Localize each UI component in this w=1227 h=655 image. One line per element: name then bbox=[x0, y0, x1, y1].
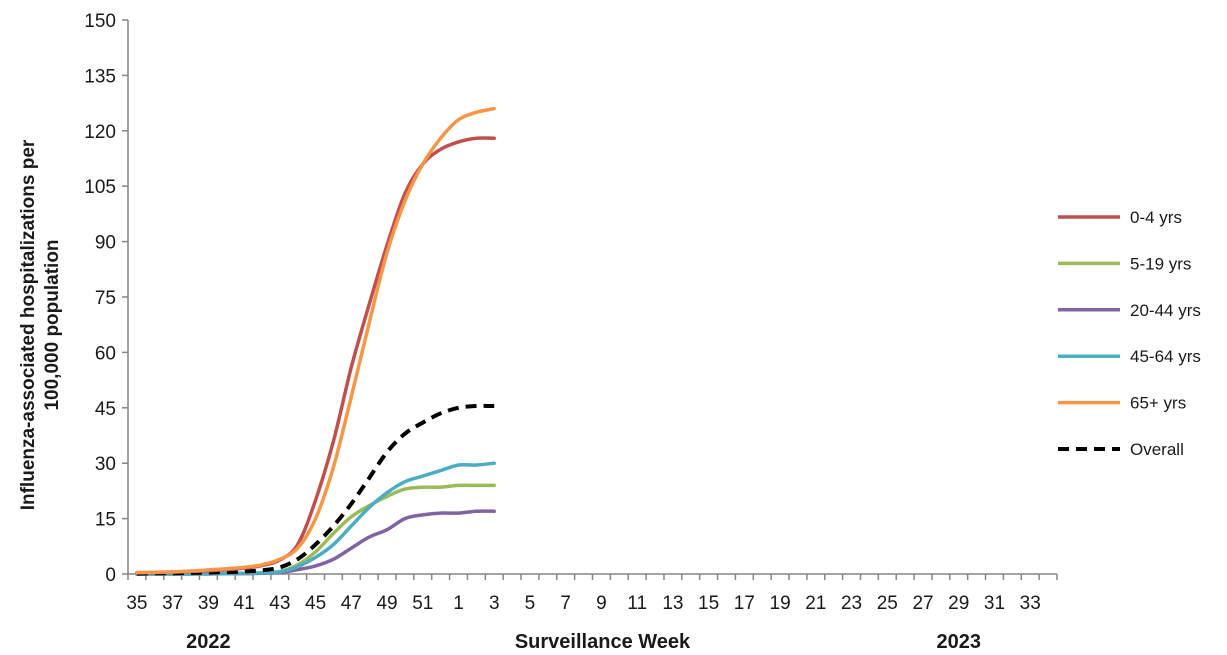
legend-label: Overall bbox=[1130, 440, 1184, 459]
axes bbox=[127, 20, 1057, 575]
legend-label: 5-19 yrs bbox=[1130, 254, 1191, 273]
x-tick-label: 45 bbox=[305, 593, 326, 614]
x-tick-label: 17 bbox=[734, 593, 755, 614]
y-tick-label: 105 bbox=[84, 177, 116, 198]
x-tick-label: 29 bbox=[948, 593, 969, 614]
x-tick-label: 43 bbox=[269, 593, 290, 614]
y-axis-label-line: Influenza-associated hospitalizations pe… bbox=[18, 139, 39, 510]
x-tick-label: 27 bbox=[912, 593, 933, 614]
x-tick-label: 9 bbox=[596, 593, 607, 614]
x-tick-label: 15 bbox=[698, 593, 719, 614]
x-axis-title: Surveillance Week bbox=[515, 631, 691, 653]
x-tick-label: 3 bbox=[489, 593, 500, 614]
y-tick-label: 135 bbox=[84, 66, 116, 87]
x-tick-label: 13 bbox=[662, 593, 683, 614]
x-tick-label: 5 bbox=[525, 593, 536, 614]
x-tick-label: 49 bbox=[376, 593, 397, 614]
x-tick-label: 23 bbox=[841, 593, 862, 614]
series-line-overall bbox=[136, 403, 495, 576]
y-tick-label: 150 bbox=[84, 11, 116, 32]
y-axis-label-line: 100,000 population bbox=[42, 239, 63, 410]
y-tick-label: 15 bbox=[95, 510, 116, 531]
series-line-0-4-yrs bbox=[135, 136, 496, 575]
y-tick-label: 30 bbox=[95, 454, 116, 475]
year-label: 2023 bbox=[936, 631, 981, 653]
x-tick-label: 21 bbox=[805, 593, 826, 614]
series-lines bbox=[135, 106, 496, 576]
x-tick-label: 25 bbox=[877, 593, 898, 614]
x-tick-label: 35 bbox=[126, 593, 147, 614]
x-tick-label: 7 bbox=[560, 593, 571, 614]
legend: 0-4 yrs 5-19 yrs 20-44 yrs 45-64 yrs 65+ yrs… bbox=[1058, 208, 1201, 459]
y-axis-label: Influenza-associated hospitalizations pe… bbox=[18, 139, 63, 510]
y-tick-label: 60 bbox=[95, 343, 116, 364]
y-tick-label: 45 bbox=[95, 399, 116, 420]
x-tick-label: 19 bbox=[770, 593, 791, 614]
y-tick-label: 120 bbox=[84, 122, 116, 143]
x-tick-label: 41 bbox=[234, 593, 255, 614]
year-label: 2022 bbox=[186, 631, 231, 653]
y-tick-label: 75 bbox=[95, 288, 116, 309]
y-tick-label: 90 bbox=[95, 233, 116, 254]
legend-label: 45-64 yrs bbox=[1130, 347, 1201, 366]
x-axis-titles: Surveillance Week 2022 2023 bbox=[186, 631, 981, 653]
x-tick-label: 39 bbox=[198, 593, 219, 614]
x-tick-label: 31 bbox=[984, 593, 1005, 614]
x-axis-ticks: 35 37 39 41 43 45 47 49 51 1 3 5 7 9 11 13 15 17 19 21 23 25 2… bbox=[126, 574, 1058, 614]
legend-label: 0-4 yrs bbox=[1130, 208, 1182, 227]
x-tick-label: 11 bbox=[627, 593, 647, 614]
x-tick-label: 33 bbox=[1020, 593, 1041, 614]
x-tick-label: 37 bbox=[162, 593, 183, 614]
y-tick-label: 0 bbox=[105, 565, 116, 586]
series-line-65-yrs bbox=[135, 106, 496, 575]
x-tick-label: 47 bbox=[341, 593, 362, 614]
x-tick-label: 51 bbox=[412, 593, 433, 614]
y-axis-ticks: 0 15 30 45 60 75 90 105 120 135 150 bbox=[84, 11, 128, 586]
x-tick-label: 1 bbox=[453, 593, 464, 614]
legend-label: 20-44 yrs bbox=[1130, 301, 1201, 320]
legend-label: 65+ yrs bbox=[1130, 394, 1186, 413]
